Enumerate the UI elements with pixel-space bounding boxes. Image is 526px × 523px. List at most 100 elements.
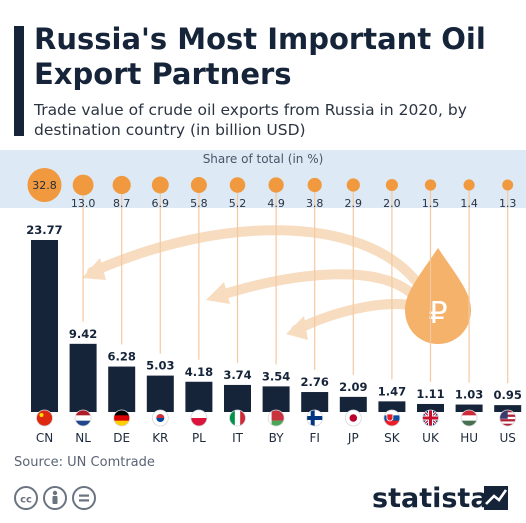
value-label-UK: 1.11: [416, 387, 444, 401]
bar-JP: [339, 396, 367, 412]
bar-DE: [108, 366, 136, 412]
category-label-US: US: [499, 431, 515, 445]
share-labels: 32.8 13.0 8.7 6.9 5.8 5.2 4.9 3.8 2.9 2.0 1.5 1.4 1.…: [32, 179, 516, 210]
share-label-DE: 8.7: [113, 197, 131, 210]
decor-arrow-low: [291, 299, 419, 335]
category-label-HU: HU: [460, 431, 478, 445]
flag-JP-icon: [344, 409, 362, 427]
category-labels: CN NL DE KR PL IT BY FI JP SK UK HU US: [36, 431, 516, 445]
flag-CN-icon: [36, 409, 53, 427]
value-label-HU: 1.03: [455, 388, 483, 402]
value-label-KR: 5.03: [146, 359, 174, 373]
value-label-JP: 2.09: [339, 380, 367, 394]
decor-arrowhead-low: [286, 316, 308, 340]
category-label-FI: FI: [309, 431, 319, 445]
share-bubble-US: [502, 179, 514, 191]
share-bubble-NL: [72, 174, 94, 196]
share-label-NL: 13.0: [71, 197, 96, 210]
bar-US: [494, 405, 522, 412]
statista-mark-icon: [484, 486, 508, 510]
bar-SK: [378, 401, 406, 412]
cc-icon: cc: [14, 486, 38, 510]
value-label-SK: 1.47: [378, 384, 406, 398]
decoration: ₽: [82, 225, 471, 344]
bar-NL: [69, 343, 97, 412]
value-label-DE: 6.28: [108, 350, 136, 364]
share-bubble-FI: [307, 177, 322, 193]
share-stems: [82, 185, 509, 384]
share-label-BY: 4.9: [267, 197, 285, 210]
decor-arrow-top: [87, 225, 420, 285]
share-bubble-HU: [463, 179, 475, 191]
bar-FI: [301, 392, 329, 412]
share-label-PL: 5.8: [190, 197, 208, 210]
statista-wordmark: statista: [372, 483, 489, 514]
category-label-JP: JP: [347, 431, 359, 445]
share-bubble-JP: [346, 178, 360, 192]
bar-UK: [417, 403, 444, 412]
category-label-KR: KR: [152, 431, 168, 445]
no-derivatives-icon: [72, 486, 96, 510]
statista-logo: statista: [372, 483, 508, 514]
chart-title: Russia's Most Important Oil Export Partn…: [34, 22, 486, 91]
flag-BY-icon: [267, 409, 285, 427]
share-label-SK: 2.0: [383, 197, 401, 210]
value-label-FI: 2.76: [301, 375, 329, 389]
ruble-icon: ₽: [428, 296, 447, 331]
share-label-IT: 5.2: [229, 197, 247, 210]
category-label-UK: UK: [422, 431, 440, 445]
bars: [31, 240, 522, 412]
flag-SK-icon: [383, 409, 401, 427]
bar-PL: [185, 381, 213, 412]
value-labels: 23.77 9.42 6.28 5.03 4.18 3.74 3.54 2.76 2.09 1.4…: [26, 223, 522, 402]
value-label-BY: 3.54: [262, 369, 290, 383]
svg-text:cc: cc: [20, 495, 32, 506]
decor-arrowhead-mid: [206, 282, 230, 304]
category-label-NL: NL: [75, 431, 91, 445]
license-icons: cc: [14, 486, 96, 510]
category-label-DE: DE: [113, 431, 130, 445]
value-label-US: 0.95: [494, 388, 522, 402]
flag-PL-icon: [190, 409, 208, 427]
source-note: Source: UN Comtrade: [14, 455, 155, 470]
share-bubble-UK: [424, 179, 437, 191]
share-bubble-IT: [229, 177, 246, 193]
bar-CN: [31, 240, 58, 412]
value-label-PL: 4.18: [185, 365, 213, 379]
decor-arrow-mid: [213, 269, 417, 301]
share-bubble-PL: [190, 176, 207, 194]
bar-IT: [224, 384, 251, 412]
chart-subtitle: Trade value of crude oil exports from Ru…: [34, 101, 467, 139]
attribution-icon: [43, 486, 67, 510]
category-label-BY: BY: [269, 431, 285, 445]
flag-FI-icon: [306, 409, 324, 427]
flag-NL-icon: [74, 409, 92, 427]
title-accent-bar: [14, 26, 24, 136]
decor-arrowhead-top: [82, 258, 106, 280]
share-bubble-DE: [112, 175, 131, 195]
share-bubble-SK: [385, 178, 398, 192]
category-label-IT: IT: [232, 431, 244, 445]
value-label-IT: 3.74: [223, 368, 251, 382]
flag-IT-icon: [229, 409, 246, 427]
value-label-NL: 9.42: [69, 327, 97, 341]
share-bubble-BY: [268, 177, 284, 193]
flag-US-icon: [499, 409, 517, 427]
flag-KR-icon: [151, 409, 169, 427]
bar-HU: [455, 404, 483, 412]
share-bubbles: [27, 168, 514, 202]
flags: [36, 409, 517, 427]
share-label-KR: 6.9: [152, 197, 170, 210]
share-label-JP: 2.9: [345, 197, 363, 210]
flag-UK-icon: [422, 409, 439, 427]
share-label: Share of total (in %): [202, 152, 324, 166]
bar-chart: ₽ 23.77 9.42 6.28 5.03 4.18 3.74 3.54 2.76 2.09 1…: [26, 168, 522, 445]
share-label-HU: 1.4: [460, 197, 478, 210]
bar-BY: [262, 386, 290, 412]
category-label-SK: SK: [384, 431, 401, 445]
category-label-PL: PL: [192, 431, 206, 445]
oil-drop-icon: [405, 248, 471, 344]
share-bubble-CN: [27, 168, 62, 202]
bar-KR: [146, 375, 174, 412]
category-label-CN: CN: [36, 431, 53, 445]
